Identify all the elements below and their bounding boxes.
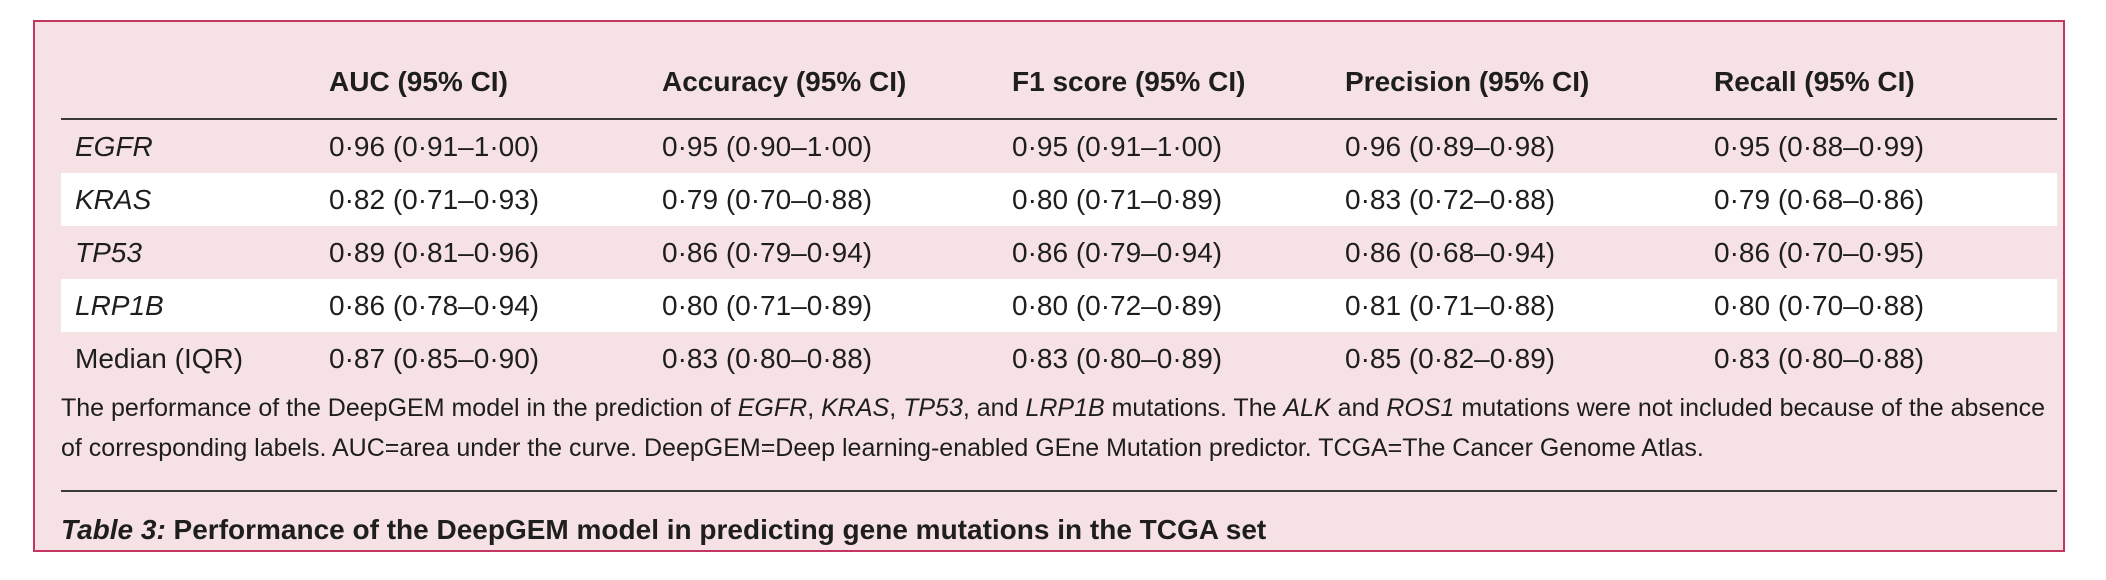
cell-accuracy: 0·86 (0·79–0·94) [662, 236, 873, 268]
caption-label: Table 3: [61, 514, 166, 545]
footnote-gene: ALK [1283, 394, 1331, 422]
performance-table: AUC (95% CI) Accuracy (95% CI) F1 score … [61, 46, 2057, 385]
footnote-gene: EGFR [737, 394, 808, 422]
cell-auc: 0·82 (0·71–0·93) [329, 173, 662, 226]
footnote-gene: ROS1 [1386, 394, 1455, 422]
cell-f1: 0·80 (0·71–0·89) [1012, 173, 1345, 226]
footnote-text: , and [962, 394, 1026, 422]
footnote-text: The performance of the DeepGEM model in … [61, 394, 738, 422]
row-label: EGFR [75, 130, 153, 162]
cell-precision: 0·85 (0·82–0·89) [1345, 342, 1556, 374]
cell-f1: 0·95 (0·91–1·00) [1012, 130, 1223, 162]
cell-recall: 0·80 (0·70–0·88) [1714, 279, 2057, 332]
cell-f1: 0·80 (0·72–0·89) [1012, 279, 1345, 332]
cell-accuracy: 0·95 (0·90–1·00) [662, 130, 873, 162]
header-recall: Recall (95% CI) [1714, 46, 2057, 120]
cell-precision: 0·96 (0·89–0·98) [1345, 130, 1556, 162]
cell-auc: 0·86 (0·78–0·94) [329, 279, 662, 332]
footnote-text: mutations were not included because of t… [61, 394, 2046, 462]
table-footnote: The performance of the DeepGEM model in … [61, 388, 2057, 468]
table-row-lrp1b: LRP1B 0·86 (0·78–0·94) 0·80 (0·71–0·89) … [61, 279, 2057, 332]
table-row-tp53: TP53 0·89 (0·81–0·96) 0·86 (0·79–0·94) 0… [61, 226, 2057, 279]
footnote-gene: KRAS [821, 394, 890, 422]
footnote-gene: LRP1B [1025, 394, 1105, 422]
footnote-gene: TP53 [903, 394, 963, 422]
footnote-text: mutations. The [1104, 394, 1284, 422]
table-panel: AUC (95% CI) Accuracy (95% CI) F1 score … [33, 20, 2065, 552]
cell-auc: 0·89 (0·81–0·96) [329, 236, 540, 268]
header-empty [61, 46, 329, 120]
header-precision: Precision (95% CI) [1345, 46, 1714, 120]
table-row-median: Median (IQR) 0·87 (0·85–0·90) 0·83 (0·80… [61, 332, 2057, 385]
cell-precision: 0·86 (0·68–0·94) [1345, 236, 1556, 268]
cell-recall: 0·95 (0·88–0·99) [1714, 130, 1925, 162]
table-caption: Table 3: Performance of the DeepGEM mode… [61, 500, 2057, 560]
cell-precision: 0·81 (0·71–0·88) [1345, 279, 1714, 332]
header-auc: AUC (95% CI) [329, 46, 662, 120]
table-row-egfr: EGFR 0·96 (0·91–1·00) 0·95 (0·90–1·00) 0… [61, 119, 2057, 173]
footnote-text: and [1330, 394, 1387, 422]
cell-f1: 0·83 (0·80–0·89) [1012, 342, 1223, 374]
caption-divider [61, 490, 2057, 492]
header-f1: F1 score (95% CI) [1012, 46, 1345, 120]
cell-precision: 0·83 (0·72–0·88) [1345, 173, 1714, 226]
cell-auc: 0·96 (0·91–1·00) [329, 130, 540, 162]
cell-accuracy: 0·83 (0·80–0·88) [662, 342, 873, 374]
footnote-text: , [889, 394, 904, 422]
cell-recall: 0·83 (0·80–0·88) [1714, 342, 1925, 374]
row-label: TP53 [75, 236, 142, 268]
row-label: LRP1B [61, 279, 329, 332]
cell-recall: 0·79 (0·68–0·86) [1714, 173, 2057, 226]
cell-auc: 0·87 (0·85–0·90) [329, 342, 540, 374]
header-accuracy: Accuracy (95% CI) [662, 46, 1012, 120]
cell-recall: 0·86 (0·70–0·95) [1714, 236, 1925, 268]
caption-text: Performance of the DeepGEM model in pred… [165, 514, 1267, 545]
cell-accuracy: 0·79 (0·70–0·88) [662, 173, 1012, 226]
row-label: Median (IQR) [75, 342, 244, 374]
row-label: KRAS [61, 173, 329, 226]
cell-f1: 0·86 (0·79–0·94) [1012, 236, 1223, 268]
footnote-text: , [807, 394, 822, 422]
table-header-row: AUC (95% CI) Accuracy (95% CI) F1 score … [61, 46, 2057, 120]
table-row-kras: KRAS 0·82 (0·71–0·93) 0·79 (0·70–0·88) 0… [61, 173, 2057, 226]
cell-accuracy: 0·80 (0·71–0·89) [662, 279, 1012, 332]
